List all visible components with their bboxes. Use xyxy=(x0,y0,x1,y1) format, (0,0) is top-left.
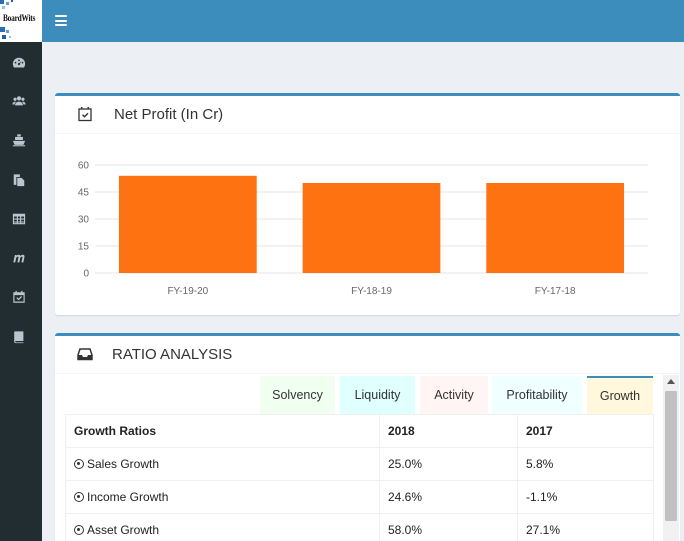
growth-ratios-table: Growth Ratios 2018 2017 Sales Growth 25.… xyxy=(65,414,654,541)
table-row: Asset Growth 58.0% 27.1% xyxy=(65,513,654,541)
y-tick-label: 45 xyxy=(78,188,90,199)
table-icon[interactable] xyxy=(11,211,27,227)
x-tick-label: FY-17-18 xyxy=(535,286,576,297)
calendar-check-icon xyxy=(78,107,92,122)
net-profit-header: Net Profit (In Cr) xyxy=(55,96,680,134)
column-header: 2017 xyxy=(517,414,654,448)
table-cell: 5.8% xyxy=(517,447,654,481)
ratio-analysis-title: RATIO ANALYSIS xyxy=(112,346,233,363)
y-tick-label: 15 xyxy=(78,242,90,253)
users-icon[interactable] xyxy=(11,93,27,109)
tab-liquidity[interactable]: Liquidity xyxy=(340,376,415,414)
bar[interactable] xyxy=(486,183,625,273)
net-profit-chart: 0 15 30 45 60 FY-19-20 FY-18-19 FY-17-18 xyxy=(78,161,648,297)
table-cell: 24.6% xyxy=(379,480,518,514)
bar[interactable] xyxy=(118,175,257,273)
ratio-analysis-header: RATIO ANALYSIS xyxy=(55,336,680,374)
tab-profitability[interactable]: Profitability xyxy=(492,376,582,414)
calendar-check-icon[interactable] xyxy=(11,289,27,305)
brand-name: BoardWits xyxy=(3,13,36,23)
radio-button-icon[interactable] xyxy=(74,525,84,535)
table-header-row: Growth Ratios 2018 2017 xyxy=(65,414,654,448)
m-letter-icon[interactable] xyxy=(11,250,27,266)
tab-solvency[interactable]: Solvency xyxy=(260,376,335,414)
row-label-cell[interactable]: Sales Growth xyxy=(65,447,380,481)
row-label-cell[interactable]: Income Growth xyxy=(65,480,380,514)
y-tick-label: 0 xyxy=(83,269,89,280)
book-icon[interactable] xyxy=(11,329,27,345)
ratio-analysis-box: RATIO ANALYSIS Solvency Liquidity Activi… xyxy=(55,333,680,541)
sidebar xyxy=(0,42,42,541)
row-label: Sales Growth xyxy=(87,457,160,471)
x-tick-label: FY-19-20 xyxy=(167,286,208,297)
scrollbar-thumb[interactable] xyxy=(665,391,677,521)
radio-button-icon[interactable] xyxy=(74,492,84,502)
tab-growth[interactable]: Growth xyxy=(587,376,653,414)
y-tick-label: 60 xyxy=(78,161,90,172)
row-label: Income Growth xyxy=(87,490,169,504)
ship-icon[interactable] xyxy=(11,132,27,148)
inbox-icon xyxy=(77,348,93,361)
bar[interactable] xyxy=(302,183,441,273)
net-profit-box: Net Profit (In Cr) 0 15 30 45 60 FY-19-20 FY-1… xyxy=(55,93,680,315)
column-header: Growth Ratios xyxy=(65,414,380,448)
column-header: 2018 xyxy=(379,414,518,448)
brand-logo[interactable]: BoardWits xyxy=(0,0,42,42)
scrollbar[interactable] xyxy=(663,375,679,541)
top-navbar xyxy=(42,0,684,42)
y-tick-label: 30 xyxy=(78,215,90,226)
scroll-up-arrow-icon[interactable] xyxy=(667,379,675,384)
documents-icon[interactable] xyxy=(11,172,27,188)
radio-button-icon[interactable] xyxy=(74,459,84,469)
table-cell: 58.0% xyxy=(379,513,518,541)
hamburger-menu-icon[interactable] xyxy=(55,15,67,26)
table-row: Sales Growth 25.0% 5.8% xyxy=(65,447,654,481)
table-cell: -1.1% xyxy=(517,480,654,514)
row-label-cell[interactable]: Asset Growth xyxy=(65,513,380,541)
table-cell: 27.1% xyxy=(517,513,654,541)
row-label: Asset Growth xyxy=(87,523,160,537)
table-row: Income Growth 24.6% -1.1% xyxy=(65,480,654,514)
tab-activity[interactable]: Activity xyxy=(420,376,488,414)
x-tick-label: FY-18-19 xyxy=(351,286,392,297)
net-profit-title: Net Profit (In Cr) xyxy=(114,106,224,123)
table-cell: 25.0% xyxy=(379,447,518,481)
dashboard-icon[interactable] xyxy=(11,55,27,71)
